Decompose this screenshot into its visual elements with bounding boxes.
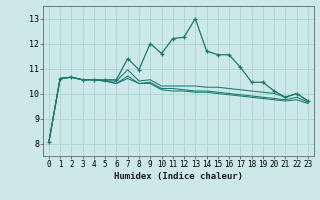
X-axis label: Humidex (Indice chaleur): Humidex (Indice chaleur) — [114, 172, 243, 181]
